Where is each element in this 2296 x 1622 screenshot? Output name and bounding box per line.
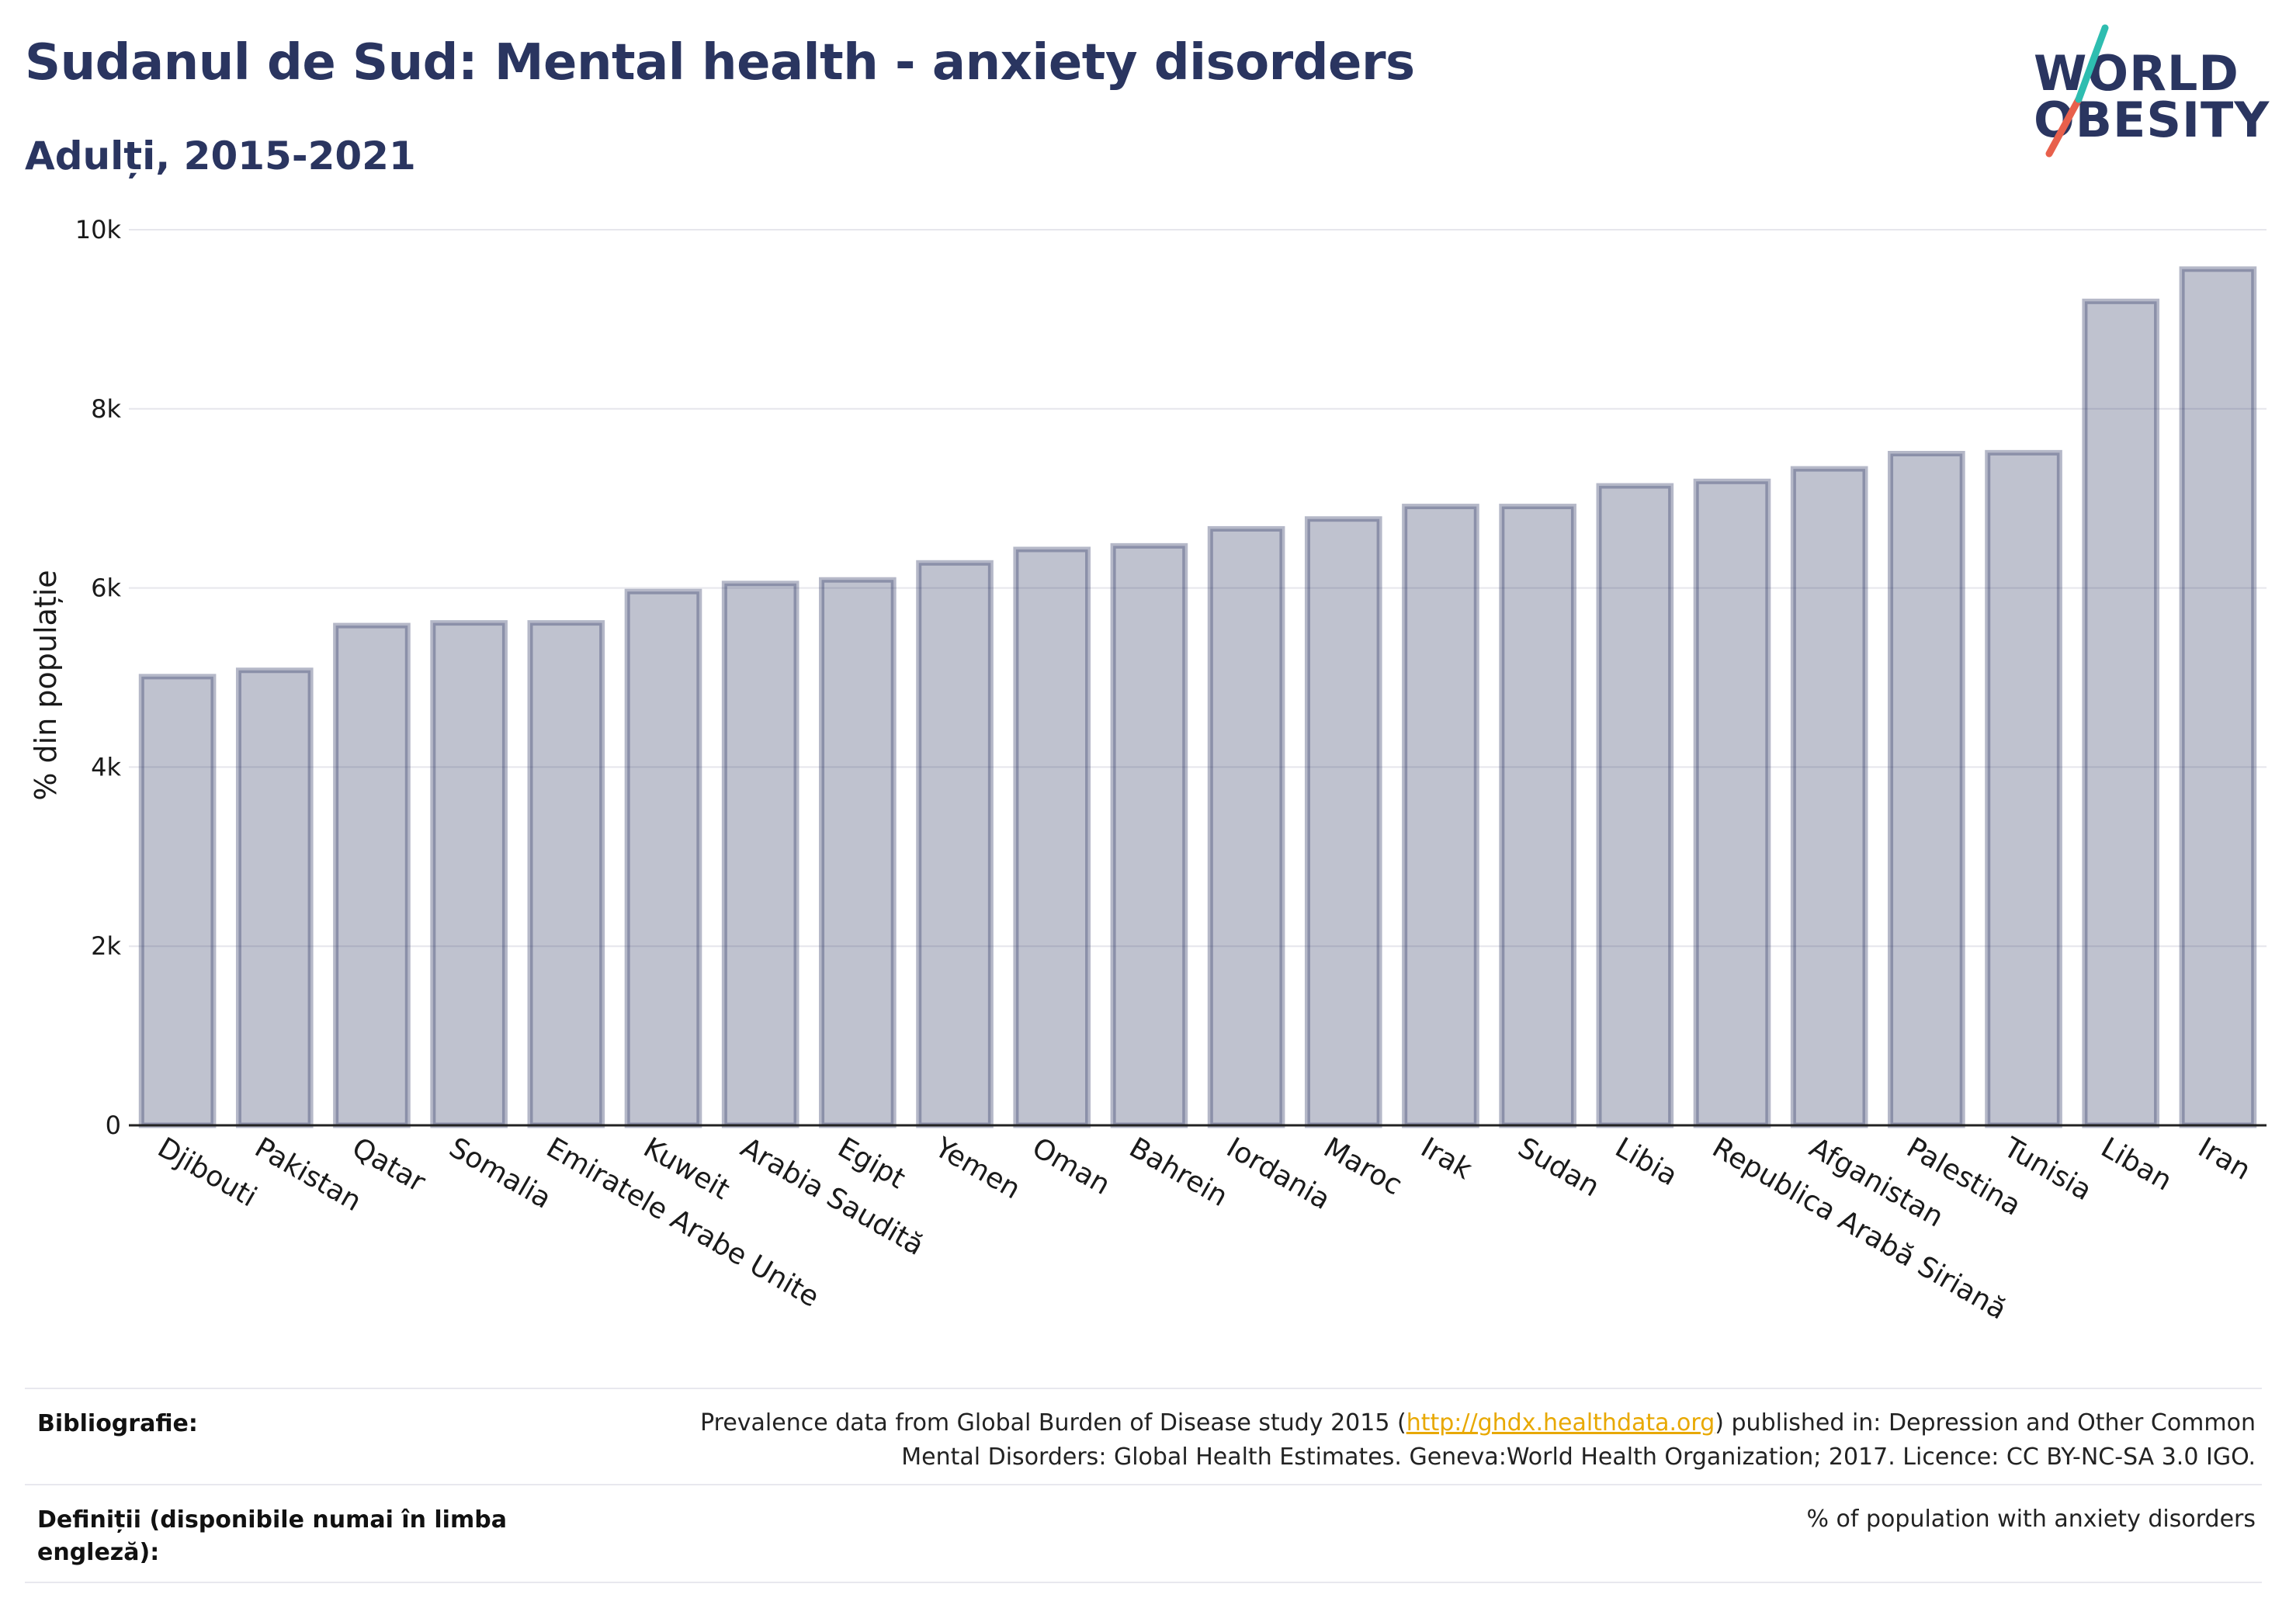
bar bbox=[430, 620, 508, 1128]
y-tick-label: 8k bbox=[91, 394, 121, 424]
bar bbox=[1596, 483, 1674, 1128]
bar bbox=[527, 620, 605, 1128]
definitions-row: Definiții (disponibile numai în limba en… bbox=[25, 1484, 2262, 1583]
logo-word-world: WORLD bbox=[2034, 45, 2239, 102]
page-subtitle: Adulți, 2015-2021 bbox=[25, 133, 416, 178]
bibliography-text: Prevalence data from Global Burden of Di… bbox=[626, 1406, 2256, 1475]
bar bbox=[819, 577, 897, 1128]
bar bbox=[1304, 516, 1382, 1128]
x-tick-label: Arabia Saudită bbox=[735, 1132, 929, 1262]
x-tick-label: Djibouti bbox=[152, 1132, 262, 1213]
x-tick-label: Irak bbox=[1415, 1132, 1477, 1186]
x-tick-label: Oman bbox=[1027, 1132, 1115, 1201]
y-axis-label: % din populație bbox=[29, 570, 63, 800]
bar bbox=[2082, 298, 2160, 1128]
y-tick-label: 2k bbox=[91, 931, 121, 961]
logo-word-obesity: OBESITY bbox=[2034, 92, 2270, 148]
bar bbox=[1790, 466, 1868, 1128]
y-tick-label: 4k bbox=[91, 752, 121, 782]
x-tick-label: Liban bbox=[2096, 1132, 2177, 1197]
y-tick-label: 10k bbox=[75, 215, 122, 244]
bar bbox=[1402, 504, 1479, 1128]
bar bbox=[333, 622, 411, 1128]
x-tick-label: Somalia bbox=[444, 1132, 557, 1215]
chart-bars bbox=[138, 266, 2257, 1128]
bar bbox=[1013, 546, 1091, 1128]
x-tick-label: Bahrein bbox=[1124, 1132, 1233, 1213]
definitions-text: % of population with anxiety disorders bbox=[1806, 1506, 2256, 1533]
bibliography-text-start: Prevalence data from Global Burden of Di… bbox=[700, 1409, 1406, 1437]
x-tick-label: Libia bbox=[1610, 1132, 1683, 1192]
bar bbox=[1693, 478, 1771, 1128]
bar bbox=[1499, 504, 1576, 1128]
chart-gridlines bbox=[129, 229, 2267, 948]
bibliography-link[interactable]: http://ghdx.healthdata.org bbox=[1406, 1409, 1715, 1437]
y-tick-label: 0 bbox=[106, 1111, 121, 1140]
definitions-label: Definiții (disponibile numai în limba en… bbox=[37, 1506, 507, 1566]
page-title: Sudanul de Sud: Mental health - anxiety … bbox=[25, 34, 1415, 92]
bar bbox=[1985, 449, 2062, 1128]
bar bbox=[1110, 542, 1188, 1128]
world-obesity-logo: WORLD OBESITY bbox=[2018, 22, 2282, 161]
bar bbox=[235, 667, 314, 1128]
bar bbox=[138, 674, 217, 1128]
bar bbox=[1888, 451, 1965, 1128]
bibliography-text-end: ) published in: Depression and Other Com… bbox=[1715, 1409, 2256, 1437]
bar bbox=[1207, 525, 1285, 1128]
bibliography-text-line2: Mental Disorders: Global Health Estimate… bbox=[901, 1444, 2256, 1471]
logo-slash-icon bbox=[2045, 24, 2109, 158]
bibliography-label: Bibliografie: bbox=[37, 1410, 198, 1437]
bar bbox=[916, 560, 994, 1128]
x-tick-label: Iran bbox=[2193, 1132, 2256, 1187]
bar bbox=[2179, 266, 2257, 1128]
x-tick-label: Yemen bbox=[929, 1132, 1026, 1206]
bibliography-row: Bibliografie: Prevalence data from Globa… bbox=[25, 1388, 2262, 1485]
x-tick-label: Pakistan bbox=[249, 1132, 366, 1218]
y-tick-label: 6k bbox=[91, 574, 121, 603]
bar bbox=[624, 588, 702, 1128]
bar bbox=[721, 581, 799, 1128]
x-tick-label: Iordania bbox=[1221, 1132, 1335, 1216]
x-tick-label: Sudan bbox=[1513, 1132, 1605, 1203]
y-axis-ticks: 0 2k 4k 6k 8k 10k bbox=[75, 215, 122, 1140]
